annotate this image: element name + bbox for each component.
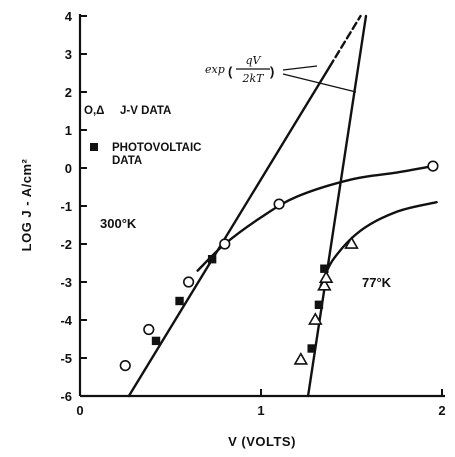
y-ticks: 4 3 2 1 0 -1 -2 -3 -4 -5 -6 xyxy=(60,9,87,404)
x-axis-label: V (VOLTS) xyxy=(228,434,296,449)
legend: O,Δ J-V DATA PHOTOVOLTAIC DATA xyxy=(84,105,201,167)
y-tick-label: 4 xyxy=(65,9,73,24)
y-tick-label: -3 xyxy=(60,275,72,290)
y-tick-label: 3 xyxy=(65,47,72,62)
data-point-square xyxy=(175,296,184,306)
data-point-circle xyxy=(219,238,231,250)
data-point-circle xyxy=(273,198,285,210)
data-point-circle xyxy=(119,360,131,372)
data-point-triangle xyxy=(293,352,309,365)
x-tick-label: 0 xyxy=(76,403,83,418)
data-point-circle xyxy=(143,323,155,336)
y-axis-label: LOG J - A/cm² xyxy=(19,158,34,251)
temp-77k-label: 77°K xyxy=(362,275,392,290)
exp-numerator: qV xyxy=(246,54,262,67)
data-point-circle xyxy=(183,276,195,288)
exp-paren-open: ( xyxy=(228,64,233,79)
data-point-square xyxy=(151,336,161,346)
data-point-triangle xyxy=(317,277,332,291)
temp-300k-label: 300°K xyxy=(100,216,137,231)
jv-curve-77k xyxy=(319,201,438,287)
data-point-triangle xyxy=(318,270,334,284)
legend-jv-label: J-V DATA xyxy=(120,105,171,117)
exp-pointer-77 xyxy=(282,73,357,93)
y-tick-label: 2 xyxy=(65,85,72,100)
exp-denominator: 2kT xyxy=(241,72,265,85)
y-tick-label: -1 xyxy=(60,199,72,214)
y-tick-label: 0 xyxy=(65,161,72,176)
exp-prefix: exp xyxy=(205,63,225,76)
x-ticks: 0 1 2 xyxy=(76,389,446,418)
x-tick-label: 2 xyxy=(438,403,445,418)
exp-annotation: exp ( qV 2kT ) xyxy=(205,54,357,93)
y-tick-label: 1 xyxy=(65,123,72,138)
legend-pv-line2: DATA xyxy=(112,155,142,167)
data-point-triangle xyxy=(308,312,323,325)
exp-pointer-300 xyxy=(282,65,318,71)
x-tick-label: 1 xyxy=(257,403,264,418)
data-point-triangle xyxy=(344,236,359,249)
legend-pv-line1: PHOTOVOLTAIC xyxy=(112,142,201,154)
markers xyxy=(119,160,439,372)
data-point-square xyxy=(207,255,217,264)
data-point-square xyxy=(320,264,329,273)
data-point-square xyxy=(314,300,324,309)
data-point-circle xyxy=(427,160,439,172)
legend-square-marker xyxy=(90,143,98,151)
fit-line-300k-dashed xyxy=(328,14,362,68)
y-tick-label: -6 xyxy=(60,389,72,404)
legend-jv-symbols: O,Δ xyxy=(84,105,104,117)
fit-line-77k xyxy=(306,14,368,398)
y-tick-label: -4 xyxy=(60,313,72,328)
fit-line-300k xyxy=(127,65,331,398)
data-point-square xyxy=(307,344,316,353)
exp-paren-close: ) xyxy=(270,64,274,79)
y-tick-label: -2 xyxy=(60,237,72,252)
jv-curve-300k xyxy=(196,164,435,272)
y-tick-label: -5 xyxy=(60,351,72,366)
